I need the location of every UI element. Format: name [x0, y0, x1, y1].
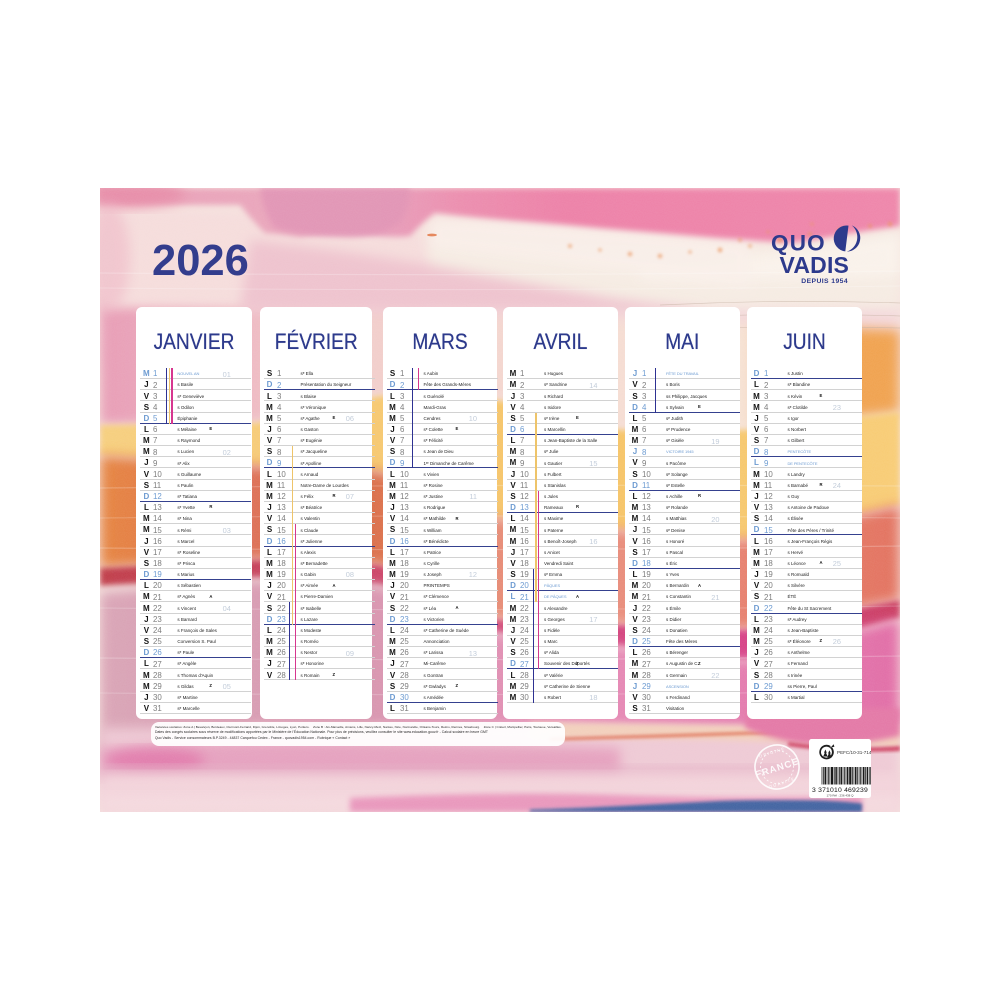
svg-text:VADIS: VADIS: [780, 252, 850, 278]
svg-text:DEPUIS 1954: DEPUIS 1954: [801, 278, 848, 285]
svg-text:3 371010 469239: 3 371010 469239: [812, 787, 868, 794]
svg-text:ORIGINE: ORIGINE: [758, 746, 786, 759]
svg-text:170 Réf : 236 438 Q: 170 Réf : 236 438 Q: [826, 793, 854, 797]
svg-text:PEFC/10-31-714: PEFC/10-31-714: [837, 750, 871, 755]
svg-text:QUO: QUO: [771, 231, 826, 256]
